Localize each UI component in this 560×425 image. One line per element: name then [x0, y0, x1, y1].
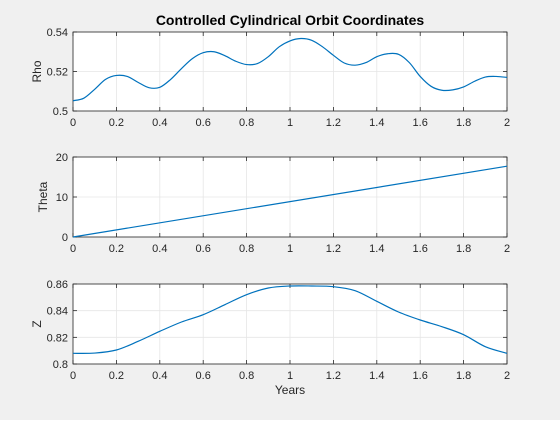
y-axis-label: Theta [36, 181, 50, 212]
x-tick-label: 1.2 [326, 117, 341, 129]
x-tick-label: 1.4 [369, 243, 384, 255]
x-tick-label: 0.2 [109, 243, 124, 255]
x-tick-label: 1.8 [456, 243, 471, 255]
y-tick-label: 0.8 [53, 359, 68, 371]
x-tick-label: 1.2 [326, 243, 341, 255]
y-tick-label: 0.52 [47, 67, 68, 79]
x-tick-label: 2 [504, 117, 510, 129]
x-tick-label: 0.6 [196, 117, 211, 129]
x-tick-label: 0.6 [196, 370, 211, 382]
x-tick-label: 1.4 [369, 117, 384, 129]
x-tick-label: 1.8 [456, 370, 471, 382]
x-tick-label: 0.6 [196, 243, 211, 255]
x-tick-label: 0.4 [152, 117, 167, 129]
x-tick-label: 1.8 [456, 117, 471, 129]
y-tick-label: 0 [62, 232, 68, 244]
y-axis-label: Rho [30, 60, 44, 82]
x-tick-label: 1 [287, 243, 293, 255]
y-axis-label: Z [30, 320, 44, 327]
chart-title: Controlled Cylindrical Orbit Coordinates [156, 12, 425, 28]
y-tick-label: 0.82 [47, 332, 68, 344]
y-tick-label: 0.54 [47, 27, 68, 39]
x-tick-label: 2 [504, 243, 510, 255]
x-tick-label: 0.2 [109, 117, 124, 129]
y-tick-label: 0.86 [47, 279, 68, 291]
x-tick-label: 2 [504, 370, 510, 382]
x-tick-label: 0.8 [239, 243, 254, 255]
x-tick-label: 1 [287, 370, 293, 382]
x-tick-label: 1.6 [413, 370, 428, 382]
y-tick-label: 20 [56, 152, 68, 164]
x-tick-label: 1.6 [413, 243, 428, 255]
y-tick-label: 0.5 [53, 106, 68, 118]
series-line [72, 285, 508, 354]
x-tick-label: 0.2 [109, 370, 124, 382]
x-tick-label: 0.8 [239, 370, 254, 382]
x-tick-label: 0 [70, 243, 76, 255]
x-axis-label: Years [275, 383, 305, 397]
axes-3: 0 0.2 0.4 0.6 0.8 1 1.2 1.4 1.6 1.8 2 0.8 0.82 0.84 0.… [30, 279, 510, 397]
x-tick-label: 0.8 [239, 117, 254, 129]
x-tick-label: 0 [70, 370, 76, 382]
x-tick-label: 0.4 [152, 243, 167, 255]
axes-1: 0 0.2 0.4 0.6 0.8 1 1.2 1.4 1.6 1.8 2 0.5 0.52 0.54 Rh… [30, 12, 510, 129]
x-tick-label: 1.4 [369, 370, 384, 382]
x-tick-label: 1 [287, 117, 293, 129]
series-line [72, 37, 508, 102]
y-tick-label: 10 [56, 192, 68, 204]
x-tick-label: 1.6 [413, 117, 428, 129]
series-line [72, 165, 508, 238]
x-tick-label: 1.2 [326, 370, 341, 382]
x-tick-label: 0 [70, 117, 76, 129]
x-tick-label: 0.4 [152, 370, 167, 382]
y-tick-label: 0.84 [47, 306, 68, 318]
